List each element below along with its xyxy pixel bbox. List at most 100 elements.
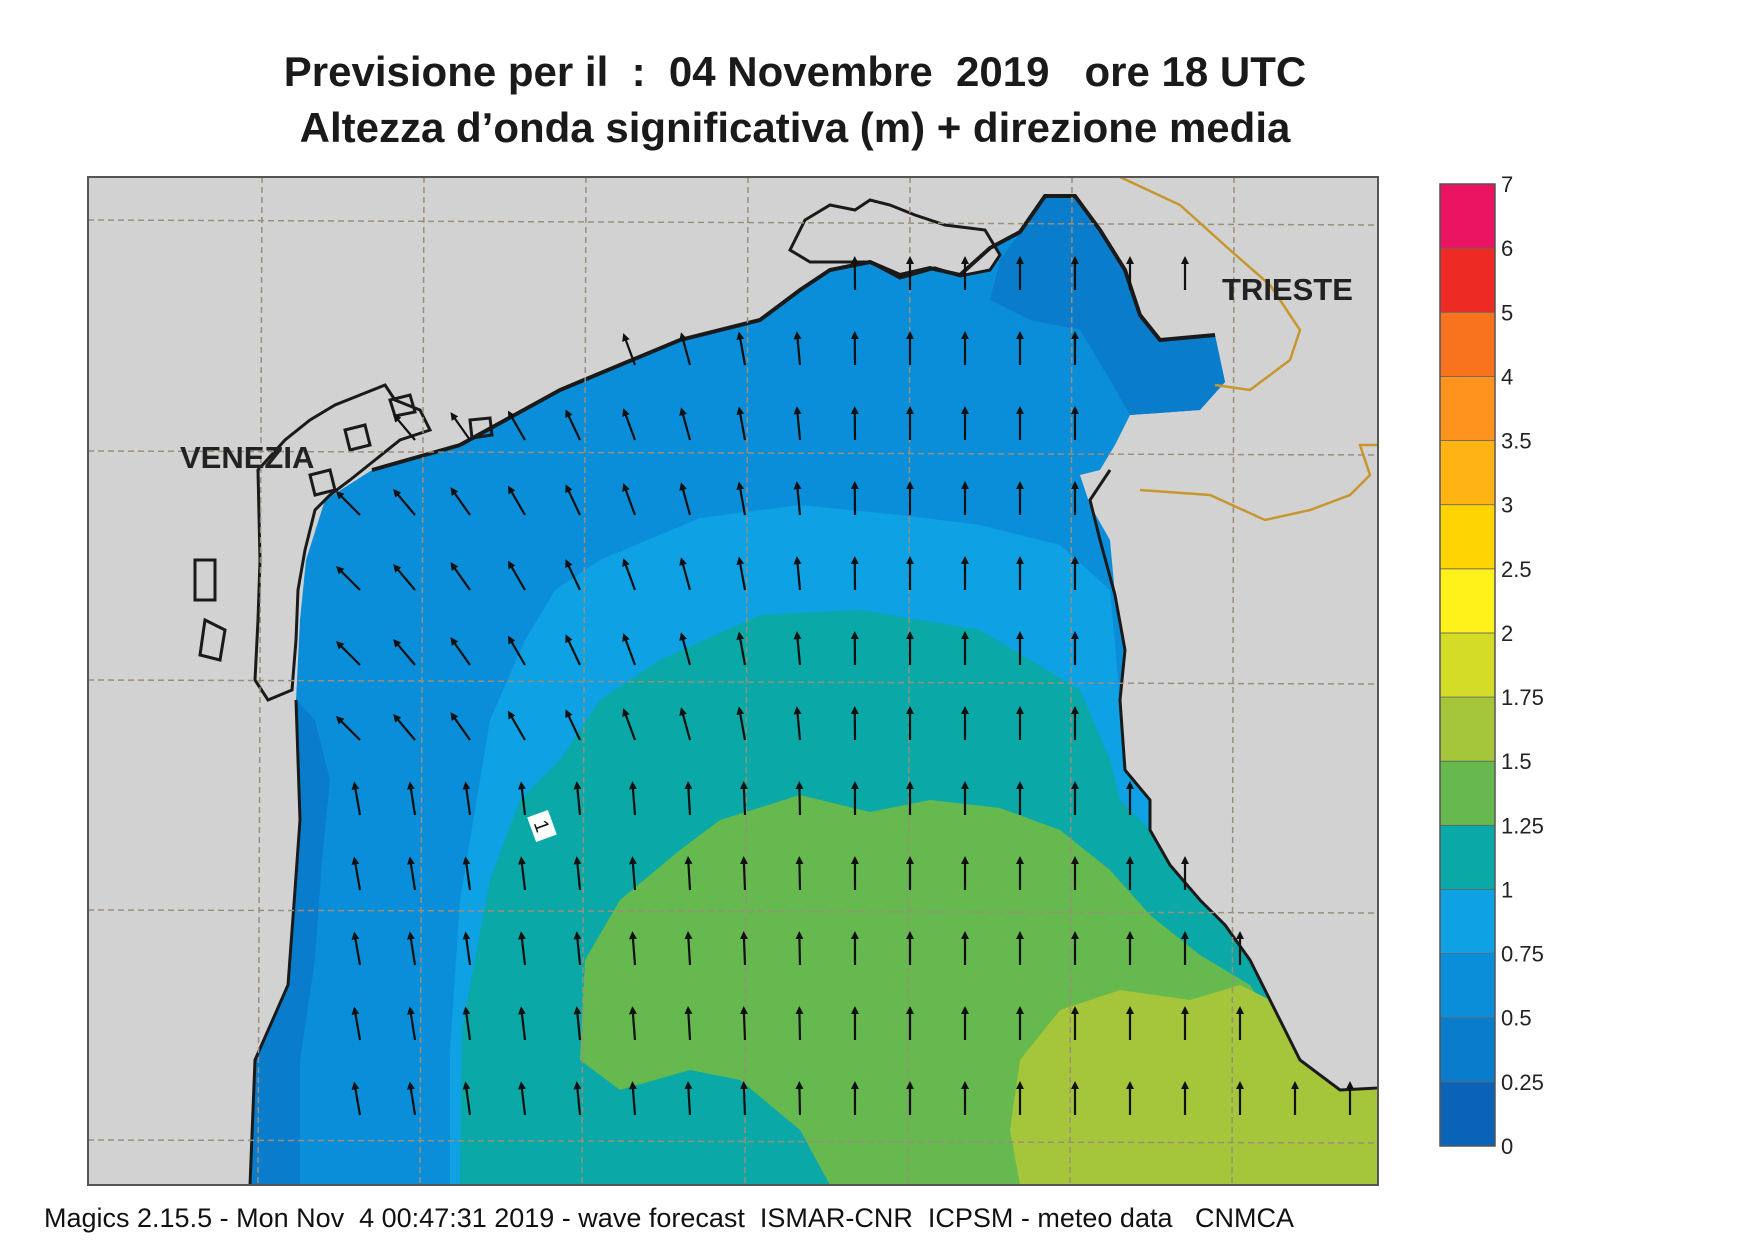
wave-direction-arrow bbox=[351, 1006, 362, 1041]
colorbar-swatch-2.5 bbox=[1439, 504, 1496, 570]
colorbar-tick-label: 1.75 bbox=[1501, 685, 1544, 710]
colorbar-tick-label: 2 bbox=[1501, 621, 1513, 646]
wave-direction-arrow bbox=[679, 407, 692, 441]
wave-direction-arrow bbox=[407, 931, 417, 966]
wave-direction-arrow bbox=[393, 713, 416, 741]
map-frame bbox=[87, 176, 1379, 1186]
wave-direction-arrow bbox=[507, 485, 526, 516]
colorbar-tick-label: 3 bbox=[1501, 493, 1513, 518]
wave-direction-arrow bbox=[507, 635, 526, 666]
colorbar-tick-label: 2.5 bbox=[1501, 557, 1532, 582]
wave-direction-arrow bbox=[739, 781, 748, 816]
wave-direction-arrow bbox=[450, 712, 471, 741]
wave-direction-arrow bbox=[628, 1081, 637, 1116]
wave-direction-arrow bbox=[736, 406, 747, 441]
colorbar-tick-label: 0.75 bbox=[1501, 942, 1544, 967]
wave-direction-arrow bbox=[736, 556, 747, 591]
wave-direction-arrow bbox=[736, 481, 747, 516]
wave-direction-arrow bbox=[517, 856, 527, 891]
wave-direction-arrow bbox=[739, 931, 748, 966]
wave-direction-arrow bbox=[517, 781, 527, 816]
wave-direction-arrows bbox=[335, 256, 1354, 1116]
colorbar-tick-label: 3.5 bbox=[1501, 429, 1532, 454]
wave-direction-arrow bbox=[739, 1081, 748, 1116]
wave-direction-arrow bbox=[622, 408, 637, 441]
wave-direction-arrow bbox=[795, 1006, 804, 1041]
wave-direction-arrow bbox=[793, 706, 802, 741]
wave-direction-arrow bbox=[450, 487, 471, 516]
wave-band-0.25 bbox=[990, 196, 1225, 415]
wave-direction-arrow bbox=[573, 856, 582, 891]
wave-direction-arrow bbox=[393, 413, 416, 441]
colorbar-swatch-2 bbox=[1439, 568, 1496, 634]
wave-direction-arrow bbox=[736, 706, 747, 741]
wave-direction-arrow bbox=[793, 331, 802, 366]
north-coastline bbox=[371, 194, 1216, 472]
wave-direction-arrow bbox=[507, 410, 526, 441]
city-label-trieste: TRIESTE bbox=[1222, 272, 1353, 307]
wave-direction-arrow bbox=[462, 931, 472, 966]
wave-direction-arrow bbox=[351, 931, 362, 966]
colorbar-tick-label: 0.5 bbox=[1501, 1006, 1532, 1031]
wave-direction-arrow bbox=[684, 931, 693, 966]
wave-direction-arrow bbox=[684, 856, 693, 891]
wave-direction-arrow bbox=[351, 781, 362, 816]
wave-direction-arrow bbox=[684, 1006, 693, 1041]
colorbar-tick-label: 0 bbox=[1501, 1134, 1513, 1159]
wave-direction-arrow bbox=[462, 1081, 472, 1116]
wave-direction-arrow bbox=[462, 856, 472, 891]
wave-direction-arrow bbox=[351, 856, 362, 891]
wave-direction-arrow bbox=[679, 557, 692, 591]
wave-direction-arrow bbox=[739, 1006, 748, 1041]
wave-direction-arrow bbox=[565, 559, 581, 591]
wave-direction-arrow bbox=[450, 562, 471, 591]
wave-direction-arrow bbox=[679, 707, 692, 741]
wave-direction-arrow bbox=[393, 563, 416, 591]
wave-direction-arrow bbox=[565, 409, 581, 441]
city-label-venezia: VENEZIA bbox=[180, 440, 314, 475]
wave-direction-arrow bbox=[795, 931, 804, 966]
wave-direction-arrow bbox=[622, 333, 637, 366]
colorbar-swatch-1.75 bbox=[1439, 632, 1496, 698]
wave-direction-arrow bbox=[462, 781, 472, 816]
wave-direction-arrow bbox=[462, 1006, 472, 1041]
wave-direction-arrow bbox=[684, 1081, 693, 1116]
wave-direction-arrow bbox=[393, 488, 416, 516]
wave-direction-arrow bbox=[517, 1081, 527, 1116]
venice-lagoon bbox=[253, 383, 433, 702]
wave-band-0.25-sw bbox=[250, 700, 330, 1185]
wave-direction-arrow bbox=[793, 481, 802, 516]
wave-direction-arrow bbox=[684, 781, 693, 816]
wave-direction-arrow bbox=[622, 558, 637, 591]
wave-direction-arrow bbox=[736, 631, 747, 666]
wave-direction-arrow bbox=[407, 1081, 417, 1116]
wave-direction-arrow bbox=[628, 781, 637, 816]
colorbar-tick-label: 1 bbox=[1501, 877, 1513, 902]
wave-direction-arrow bbox=[628, 931, 637, 966]
colorbar-swatch-4 bbox=[1439, 311, 1496, 377]
wave-direction-arrow bbox=[739, 856, 748, 891]
wave-direction-arrow bbox=[450, 412, 471, 441]
colorbar-swatch-6 bbox=[1439, 183, 1496, 249]
wave-direction-arrow bbox=[628, 1006, 637, 1041]
istria-coast bbox=[1088, 469, 1378, 1092]
colorbar-tick-label: 7 bbox=[1501, 172, 1513, 197]
wave-direction-arrow bbox=[793, 406, 802, 441]
colorbar-swatch-0 bbox=[1439, 1081, 1496, 1147]
wave-direction-arrow bbox=[565, 634, 581, 666]
colorbar-tick-label: 5 bbox=[1501, 300, 1513, 325]
wave-direction-arrow bbox=[507, 710, 526, 741]
map-subtitle: Altezza d’onda significativa (m) + direz… bbox=[299, 104, 1291, 151]
wave-direction-arrow bbox=[736, 331, 747, 366]
wave-direction-arrow bbox=[565, 709, 581, 741]
colorbar: 0 0.25 0.5 0.75 1 1.25 1.5 1.75 2 2.5 3 3.5 4 5 6 7 bbox=[1439, 172, 1544, 1159]
colorbar-tick-label: 1.5 bbox=[1501, 749, 1532, 774]
country-border bbox=[1119, 177, 1378, 522]
wave-direction-arrow bbox=[335, 565, 361, 591]
graticule bbox=[88, 177, 1378, 1185]
colorbar-tick-label: 4 bbox=[1501, 364, 1513, 389]
colorbar-tick-label: 0.25 bbox=[1501, 1070, 1544, 1095]
colorbar-swatch-0.5 bbox=[1439, 953, 1496, 1019]
lagoon-islands bbox=[193, 393, 494, 662]
